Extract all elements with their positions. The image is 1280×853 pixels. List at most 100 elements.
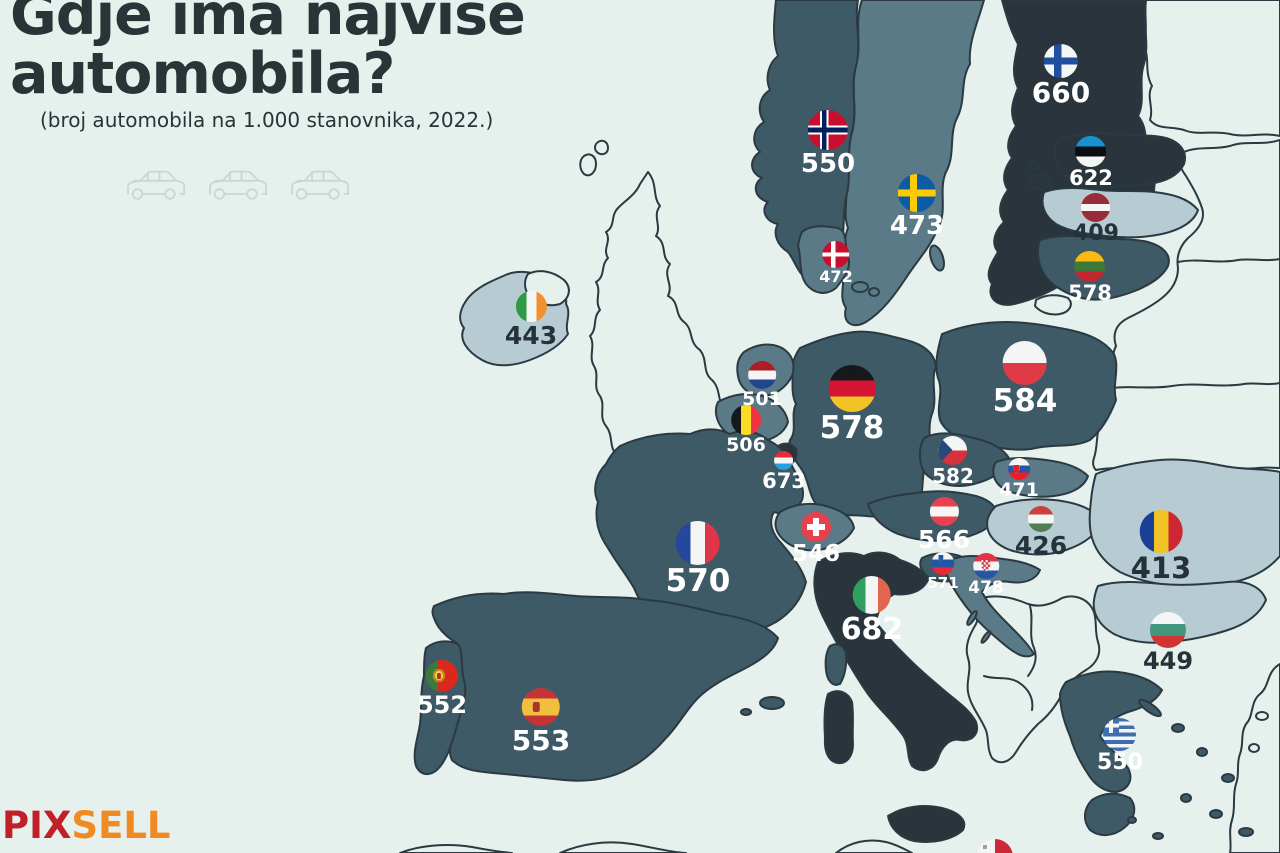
marker-cz: 582 [932,435,974,488]
slovenia-flag-icon [931,551,955,575]
denmark-value: 472 [819,266,853,286]
greece-flag-icon [1103,717,1137,751]
greece-value: 550 [1097,749,1143,775]
marker-be: 506 [726,405,766,455]
germany-value: 578 [819,409,885,446]
marker-fr: 570 [666,521,730,597]
spain-flag-icon [521,688,560,726]
switzerland-value: 546 [791,541,841,567]
saaremaa-shape [1029,174,1051,190]
croatia-shape [945,555,1041,658]
bulgaria-value: 449 [1142,647,1194,675]
car-icon [291,170,350,200]
portugal-value: 552 [416,691,468,719]
marker-si: 571 [927,551,959,592]
marker-ie: 443 [505,290,557,348]
croatian-island-shape [966,610,978,626]
majorca-shape [759,696,785,710]
country-shapes [413,0,1280,843]
germany-flag-icon [828,364,876,412]
marker-it: 682 [841,576,903,645]
slovakia-value: 471 [999,479,1039,501]
norway-shape [751,0,860,282]
lithuania-value: 578 [1068,280,1112,305]
sweden-value: 473 [889,211,945,241]
marker-ro: 413 [1130,509,1192,585]
marker-bg: 449 [1143,612,1193,673]
hungary-value: 426 [1014,531,1068,560]
greek-island-shape [1152,832,1164,840]
car-icon [209,170,268,200]
funen-shape [868,287,880,297]
marker-hr: 478 [968,553,1004,597]
spain-value: 553 [511,724,571,757]
page-title: Gdje ima najviše automobila? [10,0,526,104]
norway-value: 550 [800,149,856,179]
marker-de: 578 [819,364,885,446]
malta-flag-icon [977,839,1013,853]
slovenia-value: 571 [927,573,959,592]
marker-at: 566 [918,496,970,552]
bulgaria-flag-icon [1149,612,1186,648]
romania-flag-icon [1139,509,1183,553]
belgium-flag-icon [730,405,761,435]
peloponnese-shape [1084,792,1136,836]
africa-coast-shape [835,839,913,853]
marker-no: 550 [801,110,855,177]
poland-shape [935,321,1118,451]
latvia-value: 409 [1073,220,1119,246]
logo-part-pix: PIX [2,804,72,847]
marker-lt: 578 [1068,250,1112,305]
marker-dk: 472 [819,240,853,286]
marker-gr: 550 [1097,717,1143,775]
greek-island-shape [1171,723,1185,733]
belarus-ukraine-border [1099,382,1280,391]
croatian-island-shape [980,630,992,644]
belgium-value: 506 [726,434,766,456]
greek-island-shape [1196,747,1208,757]
marker-lu: 673 [762,450,806,492]
logo-part-sell: SELL [71,804,171,847]
croatia-value: 478 [968,578,1004,598]
netherlands-value: 501 [742,388,782,410]
africa-coast-shape [559,841,687,853]
pixsell-logo: PIXSELL [2,804,171,847]
marker-nl: 501 [742,361,782,409]
sicily-shape [887,805,966,843]
marker-es: 553 [512,688,570,755]
marker-lv: 409 [1073,192,1119,246]
ireland-flag-icon [515,290,547,322]
czechia-value: 582 [932,463,974,488]
island-shape [1248,743,1260,753]
lithuania-flag-icon [1074,250,1106,282]
denmark-flag-icon [822,240,850,268]
estonia-flag-icon [1075,135,1107,167]
hungary-flag-icon [1028,506,1054,532]
austria-flag-icon [929,496,959,526]
africa-coast-shape [399,844,513,853]
marker-pt: 552 [417,660,467,717]
greek-island-shape [1209,809,1223,819]
norway-flag-icon [808,110,848,150]
switzerland-flag-icon [800,512,831,542]
portugal-flag-icon [425,660,458,692]
latvia-flag-icon [1081,192,1111,222]
italy-flag-icon [853,576,891,614]
marker-fi: 660 [1032,44,1090,107]
island-shape [1255,711,1269,721]
czechia-flag-icon [938,435,968,465]
turkey-shape [1229,663,1280,853]
latvia-shape [1041,187,1199,239]
croatia-flag-icon [973,553,999,579]
romania-value: 413 [1130,550,1192,585]
kaliningrad-shape [1034,294,1072,316]
greek-island-shape [1238,827,1254,837]
marker-pl: 584 [993,341,1057,417]
bulgaria-shape [1092,580,1267,644]
orkney-shape [594,139,609,156]
bosnia-serbia-border [1027,605,1037,677]
italy-shape [813,551,978,772]
